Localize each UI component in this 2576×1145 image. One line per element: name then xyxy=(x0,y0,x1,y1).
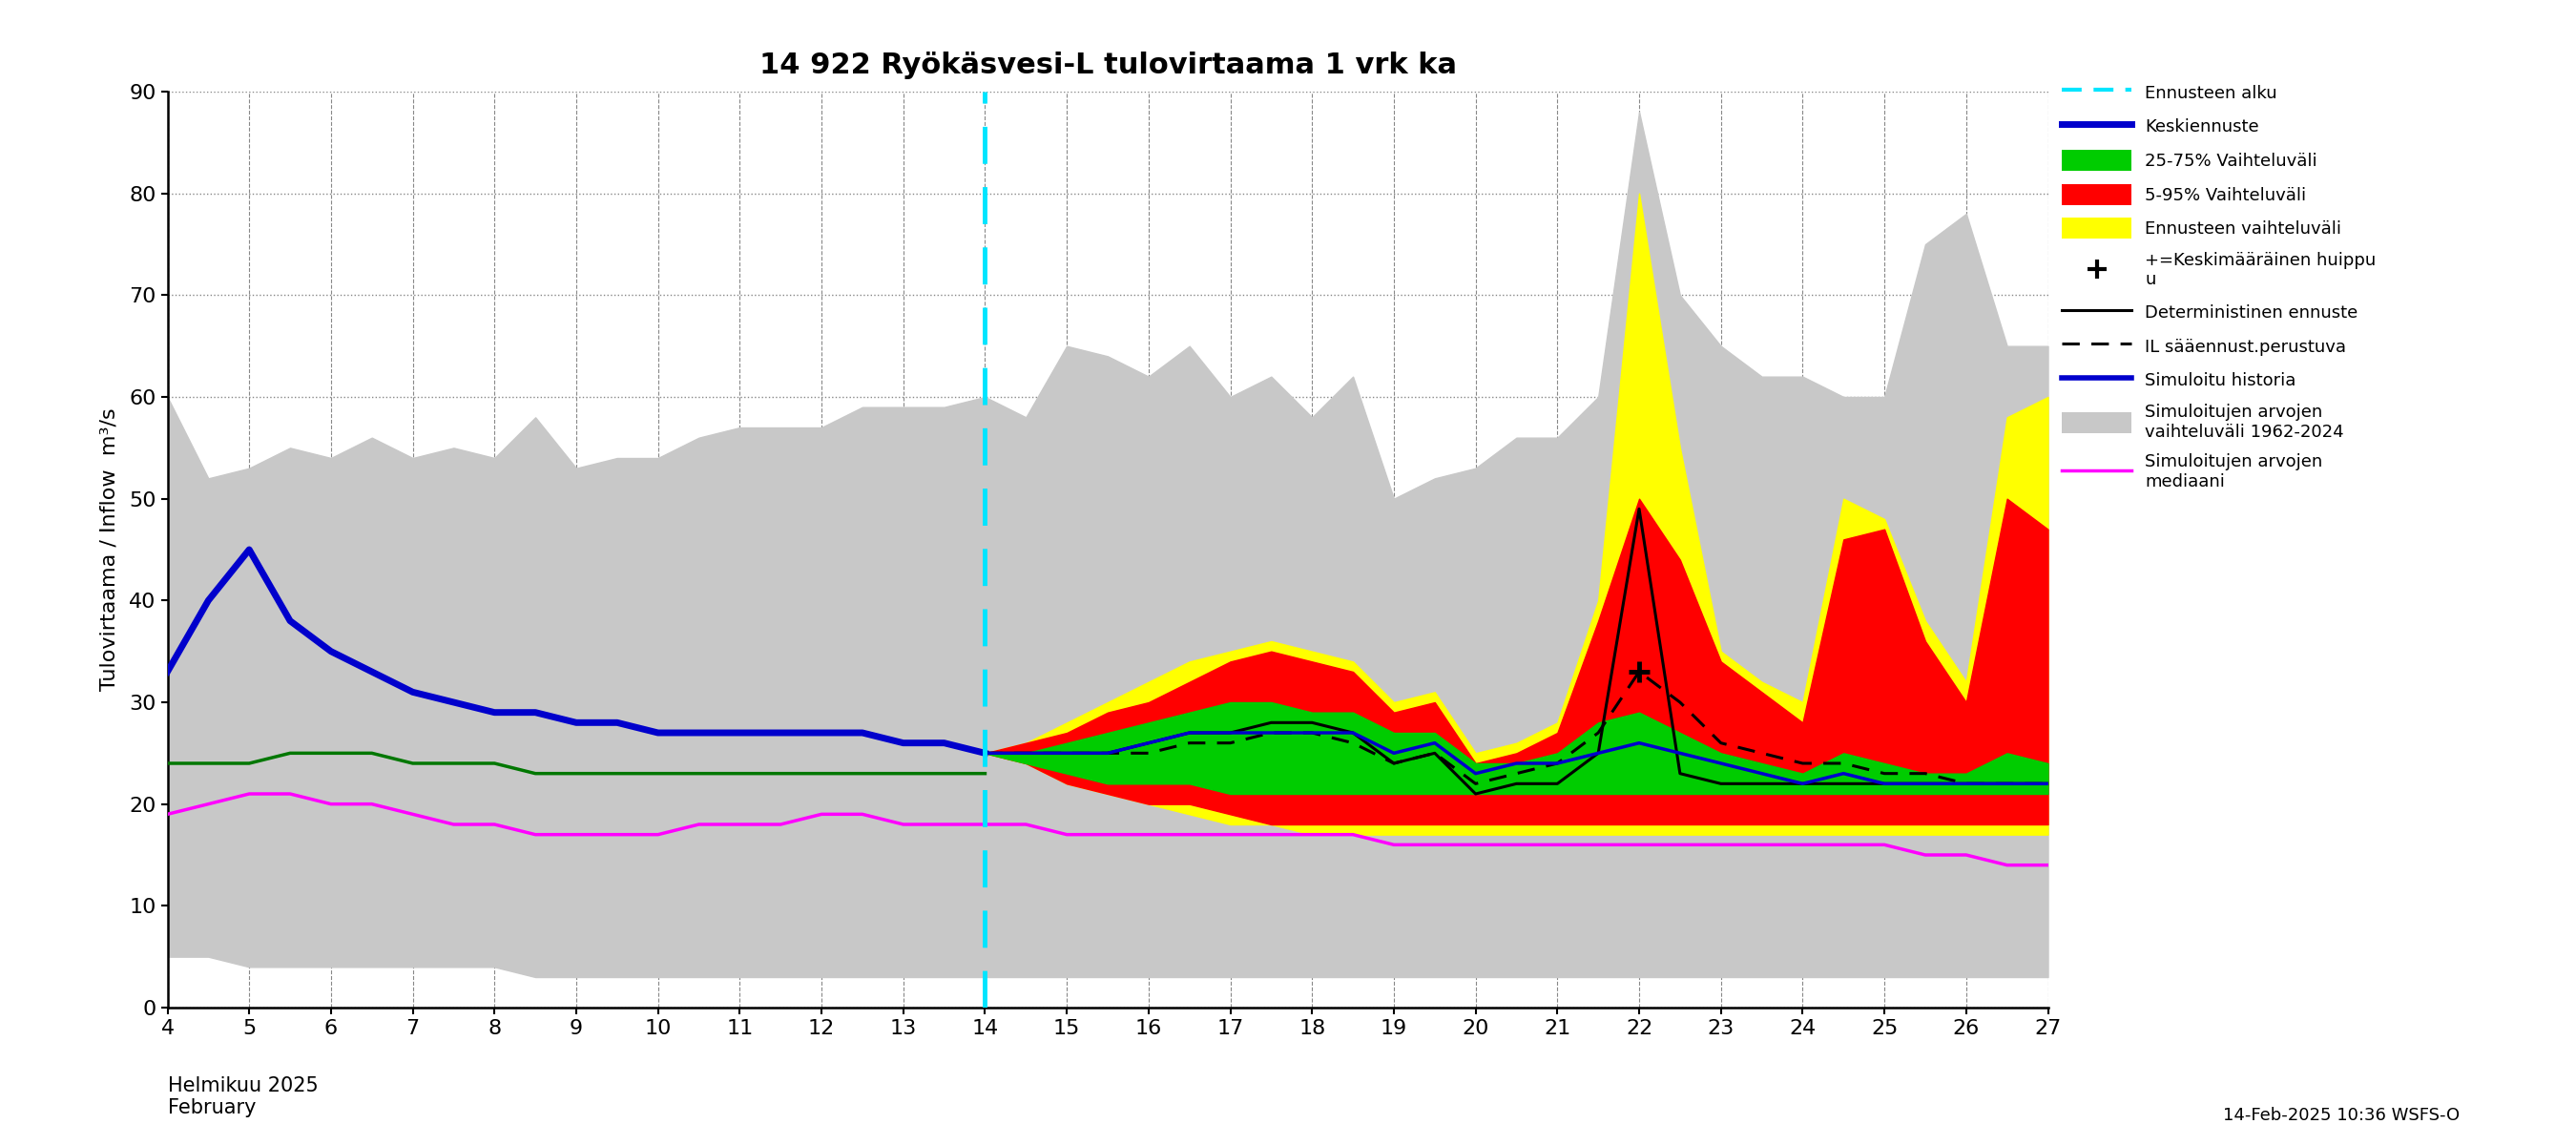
Title: 14 922 Ryökäsvesi-L tulovirtaama 1 vrk ka: 14 922 Ryökäsvesi-L tulovirtaama 1 vrk k… xyxy=(760,52,1455,79)
Text: Helmikuu 2025
February: Helmikuu 2025 February xyxy=(167,1076,317,1118)
Text: 14-Feb-2025 10:36 WSFS-O: 14-Feb-2025 10:36 WSFS-O xyxy=(2223,1107,2460,1124)
Legend: Ennusteen alku, Keskiennuste, 25-75% Vaihteluväli, 5-95% Vaihteluväli, Ennusteen: Ennusteen alku, Keskiennuste, 25-75% Vai… xyxy=(2063,82,2375,490)
Y-axis label: Tulovirtaama / Inflow  m³/s: Tulovirtaama / Inflow m³/s xyxy=(100,408,118,692)
